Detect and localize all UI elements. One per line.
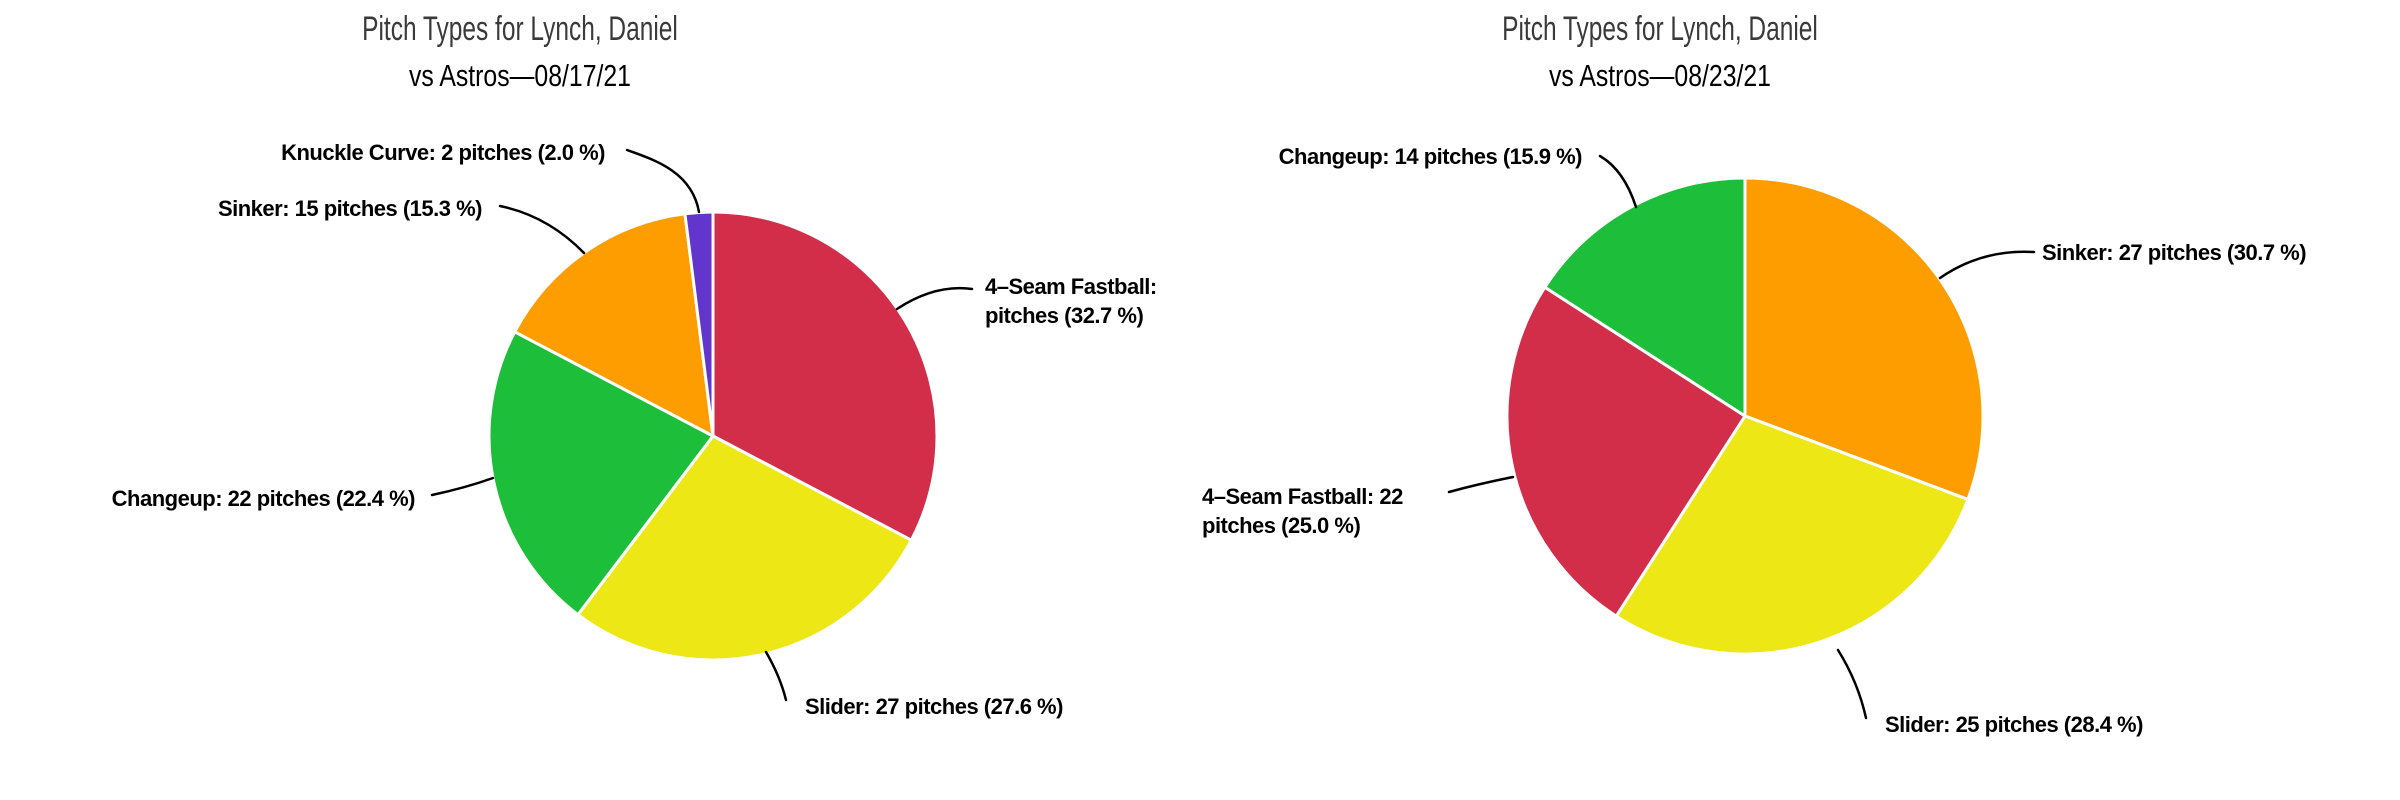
left-chart-title: Pitch Types for Lynch, Daniel [362,10,678,48]
right-chart-title: Pitch Types for Lynch, Daniel [1502,10,1818,48]
callout-4-seam-left: 4–Seam Fastball: pitches (32.7 %) [985,274,1157,328]
leader-line-sinker-left [498,204,586,255]
callout-sinker-right: Sinker: 27 pitches (30.7 %) [2042,240,2307,265]
callout-slider-left: Slider: 27 pitches (27.6 %) [805,694,1063,719]
callout-slider-right: Slider: 25 pitches (28.4 %) [1885,712,2143,737]
pie-slice-slider [1614,414,1970,656]
leader-line-slider-right [1836,648,1868,720]
leader-line-changeup-right [1598,154,1638,209]
left-pie [487,210,939,662]
pie-slice-slider [576,434,913,662]
leader-line-slider-left [764,650,788,702]
leader-line-knuckle-curve [625,148,701,214]
pie-slice-sinker [513,212,715,438]
pie-slice-4-seam-fastball [1505,285,1747,618]
callout-changeup-right: Changeup: 14 pitches (15.9 %) [1278,144,1583,169]
right-pie [1505,176,1985,656]
pie-slice-changeup [1543,176,1747,418]
callout-sinker-left: Sinker: 15 pitches (15.3 %) [217,196,483,221]
callout-knuckle-curve-left: Knuckle Curve: 2 pitches (2.0 %) [281,140,605,165]
left-chart-subtitle: vs Astros—08/17/21 [409,58,631,93]
leader-line-4-seam-left [895,286,974,311]
pie-slice-4-seam-fastball [711,210,939,542]
callout-4-seam-right: 4–Seam Fastball: 22 pitches (25.0 %) [1202,484,1403,538]
leader-line-sinker-right [1938,250,2036,280]
leader-line-changeup-left [430,476,495,497]
right-chart-subtitle: vs Astros—08/23/21 [1549,58,1771,93]
pie-slice-sinker [1743,176,1985,501]
pie-slice-changeup [487,330,715,617]
leader-line-4-seam-right [1447,475,1515,494]
callout-changeup-left: Changeup: 22 pitches (22.4 %) [111,486,416,511]
